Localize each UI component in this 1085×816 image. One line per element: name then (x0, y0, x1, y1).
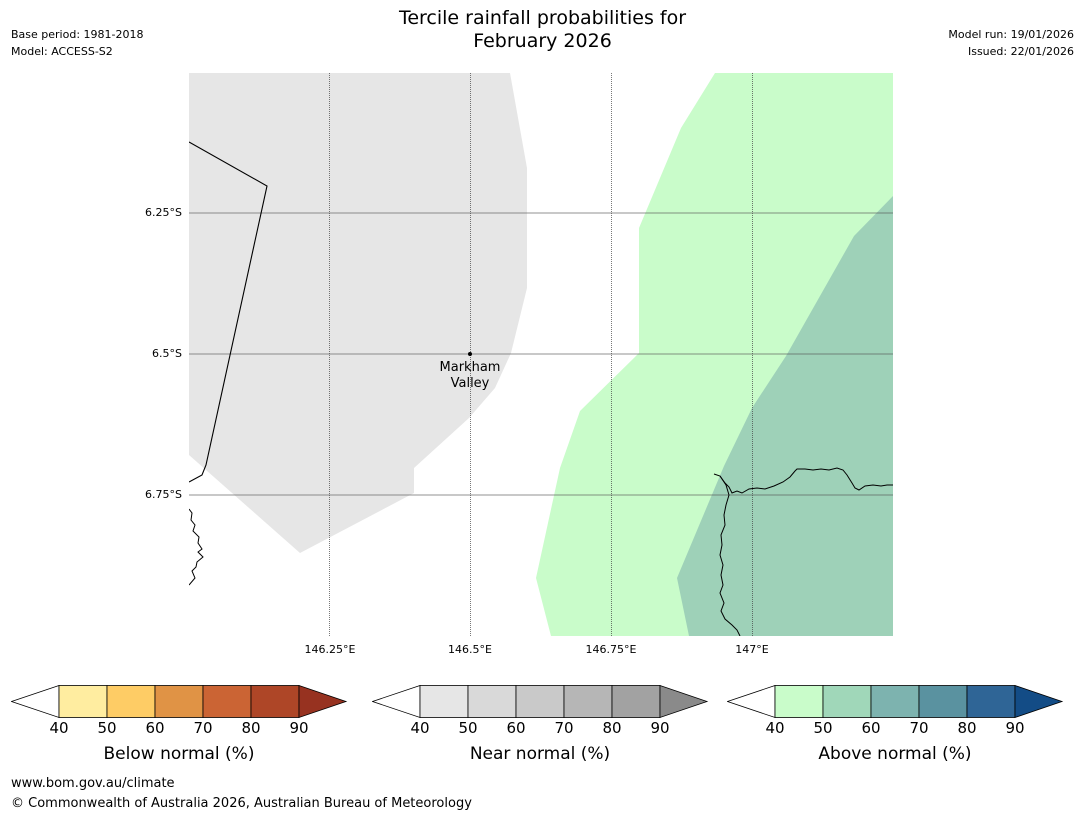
model-run: Model run: 19/01/2026 (948, 28, 1074, 41)
footer-url: www.bom.gov.au/climate (11, 776, 175, 791)
coastline-west (189, 508, 204, 586)
town-label-line-1: Markham (439, 360, 501, 375)
colorbar-near-tick: 40 (410, 719, 430, 737)
footer-copyright: © Commonwealth of Australia 2026, Austra… (11, 796, 472, 811)
colorbar-below (11, 685, 348, 719)
colorbar-above-tick: 70 (909, 719, 929, 737)
colorbar-below-segment (250, 685, 300, 718)
colorbar-below-tick: 60 (145, 719, 165, 737)
colorbar-near-segment (467, 685, 517, 718)
model-name: Model: ACCESS-S2 (11, 45, 113, 58)
colorbar-above-over-arrow (1014, 685, 1064, 719)
province-boundary (189, 141, 268, 483)
title-line-2: February 2026 (473, 30, 612, 52)
colorbar-above-title: Above normal (%) (818, 744, 972, 764)
colorbar-below-segment (106, 685, 156, 718)
lon-label-146-75e: 146.75°E (585, 643, 637, 656)
colorbar-above-segment (774, 685, 824, 718)
colorbar-below-tick: 40 (49, 719, 69, 737)
footer: www.bom.gov.au/climate © Commonwealth of… (11, 774, 472, 814)
colorbar-above-segment (870, 685, 920, 718)
title-line-1: Tercile rainfall probabilities for (398, 7, 687, 29)
lon-label-147e: 147°E (735, 643, 769, 656)
meta-left: Base period: 1981-2018 Model: ACCESS-S2 (11, 26, 143, 60)
colorbar-above-tick: 40 (765, 719, 785, 737)
colorbar-below-over-arrow (298, 685, 348, 719)
town-label-line-2: Valley (450, 376, 490, 391)
colorbar-near-tick: 80 (602, 719, 622, 737)
colorbar-near-tick: 70 (554, 719, 574, 737)
colorbar-near-segment (515, 685, 565, 718)
colorbar-below-segment (58, 685, 108, 718)
colorbar-above-tick: 90 (1005, 719, 1025, 737)
coastline-east (713, 467, 893, 494)
forecast-map (189, 73, 893, 636)
map-title: Tercile rainfall probabilities for Febru… (0, 7, 1085, 53)
colorbar-above-tick: 60 (861, 719, 881, 737)
colorbar-below-tick: 80 (241, 719, 261, 737)
colorbar-near (372, 685, 709, 719)
colorbar-below-tick: 70 (193, 719, 213, 737)
colorbar-near-segment (563, 685, 613, 718)
colorbar-below-tick: 50 (97, 719, 117, 737)
colorbar-near-tick: 90 (650, 719, 670, 737)
above-normal-50-region (677, 196, 893, 636)
town-label-markham-valley: Markham Valley (440, 360, 501, 392)
colorbar-below-title: Below normal (%) (103, 744, 255, 764)
base-period: Base period: 1981-2018 (11, 28, 144, 41)
lat-label-6-5s: 6.5°S (152, 347, 182, 360)
river-coast-south (719, 475, 741, 636)
colorbar-near-title: Near normal (%) (469, 744, 611, 764)
colorbar-above (727, 685, 1064, 719)
colorbar-above-segment (966, 685, 1016, 718)
lon-label-146-5e: 146.5°E (448, 643, 492, 656)
colorbar-below-tick: 90 (289, 719, 309, 737)
colorbar-below-segment (202, 685, 252, 718)
lat-gridlines (189, 212, 893, 496)
colorbar-below-segment (154, 685, 204, 718)
colorbar-near-under-arrow (372, 685, 421, 719)
colorbar-near-over-arrow (659, 685, 709, 719)
colorbar-below-under-arrow (11, 685, 60, 719)
issued-date: Issued: 22/01/2026 (967, 45, 1074, 58)
colorbar-above-under-arrow (727, 685, 776, 719)
colorbar-above-tick: 50 (813, 719, 833, 737)
colorbar-near-tick: 60 (506, 719, 526, 737)
lat-label-6-75s: 6.75°S (145, 488, 182, 501)
markham-valley-marker (468, 352, 472, 356)
lon-label-146-25e: 146.25°E (304, 643, 356, 656)
colorbar-near-segment (419, 685, 469, 718)
colorbar-near-tick: 50 (458, 719, 478, 737)
colorbar-above-segment (918, 685, 968, 718)
colorbar-above-segment (822, 685, 872, 718)
colorbar-near-segment (611, 685, 661, 718)
near-normal-region (189, 73, 527, 553)
lat-label-6-25s: 6.25°S (145, 206, 182, 219)
meta-right: Model run: 19/01/2026 Issued: 22/01/2026 (948, 26, 1074, 60)
colorbar-above-tick: 80 (957, 719, 977, 737)
